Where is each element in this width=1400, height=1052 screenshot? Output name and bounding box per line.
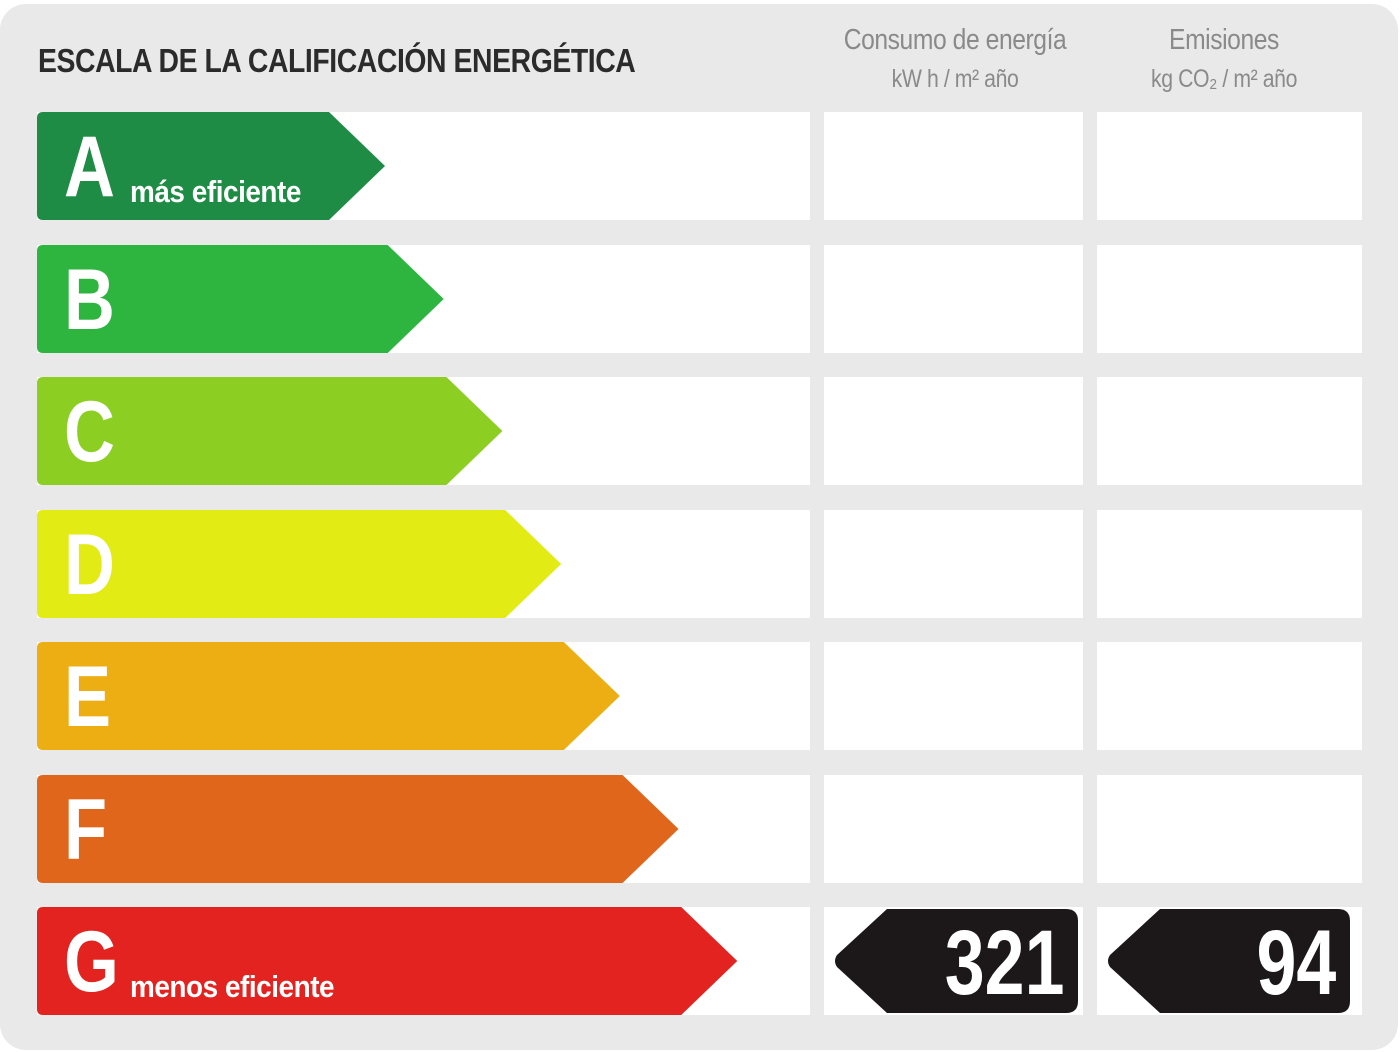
consumption-cell	[824, 377, 1083, 485]
column-unit: kW h / m² año	[891, 65, 1019, 93]
arrow-shape	[37, 112, 385, 220]
rating-letter: C	[64, 384, 115, 480]
label-title: ESCALA DE LA CALIFICACIÓN ENERGÉTICA	[38, 42, 636, 79]
column-header-consumption: Consumo de energía kW h / m² año	[824, 24, 1086, 94]
column-title: Emisiones	[1169, 24, 1279, 56]
emissions-cell	[1097, 509, 1362, 618]
arrow-shape	[37, 907, 738, 1015]
consumption-cell	[824, 774, 1083, 883]
rating-letter: E	[64, 649, 112, 745]
rating-arrow-c	[37, 377, 503, 485]
rating-letter: A	[64, 119, 115, 215]
emissions-badge-value: 94	[1256, 912, 1336, 1014]
rating-letter: D	[64, 516, 115, 613]
emissions-cell	[1097, 244, 1362, 353]
rating-arrow-a	[37, 112, 385, 220]
consumption-badge-value: 321	[944, 912, 1064, 1014]
column-unit: kg CO₂ / m² año	[1151, 65, 1297, 93]
arrow-shape	[37, 774, 679, 883]
column-title: Consumo de energía	[843, 24, 1067, 56]
consumption-badge	[835, 909, 1078, 1013]
badge-shape	[835, 909, 1078, 1013]
arrow-shape	[37, 377, 503, 485]
column-header-emissions: Emisiones kg CO₂ / m² año	[1097, 24, 1351, 94]
rating-arrow-g	[37, 907, 738, 1015]
emissions-cell	[1097, 377, 1362, 485]
rating-arrow-e	[37, 642, 620, 750]
consumption-cell	[824, 642, 1083, 750]
rating-arrow-f	[37, 774, 679, 883]
rating-label: más eficiente	[130, 174, 301, 209]
consumption-cell	[824, 244, 1083, 353]
rating-letter: G	[64, 914, 119, 1010]
arrow-shape	[37, 642, 620, 750]
consumption-cell	[824, 509, 1083, 618]
rating-arrow-b	[37, 244, 444, 353]
emissions-cell	[1097, 642, 1362, 750]
emissions-cell	[1097, 774, 1362, 883]
arrow-shape	[37, 509, 562, 618]
rating-arrow-d	[37, 509, 562, 618]
emissions-badge	[1108, 909, 1350, 1013]
rating-label: menos eficiente	[130, 969, 335, 1004]
consumption-cell	[824, 112, 1083, 220]
emissions-cell	[1097, 112, 1362, 220]
rating-letter: B	[64, 251, 115, 348]
badge-shape	[1108, 909, 1350, 1013]
arrow-shape	[37, 244, 444, 353]
rating-letter: F	[64, 781, 108, 878]
